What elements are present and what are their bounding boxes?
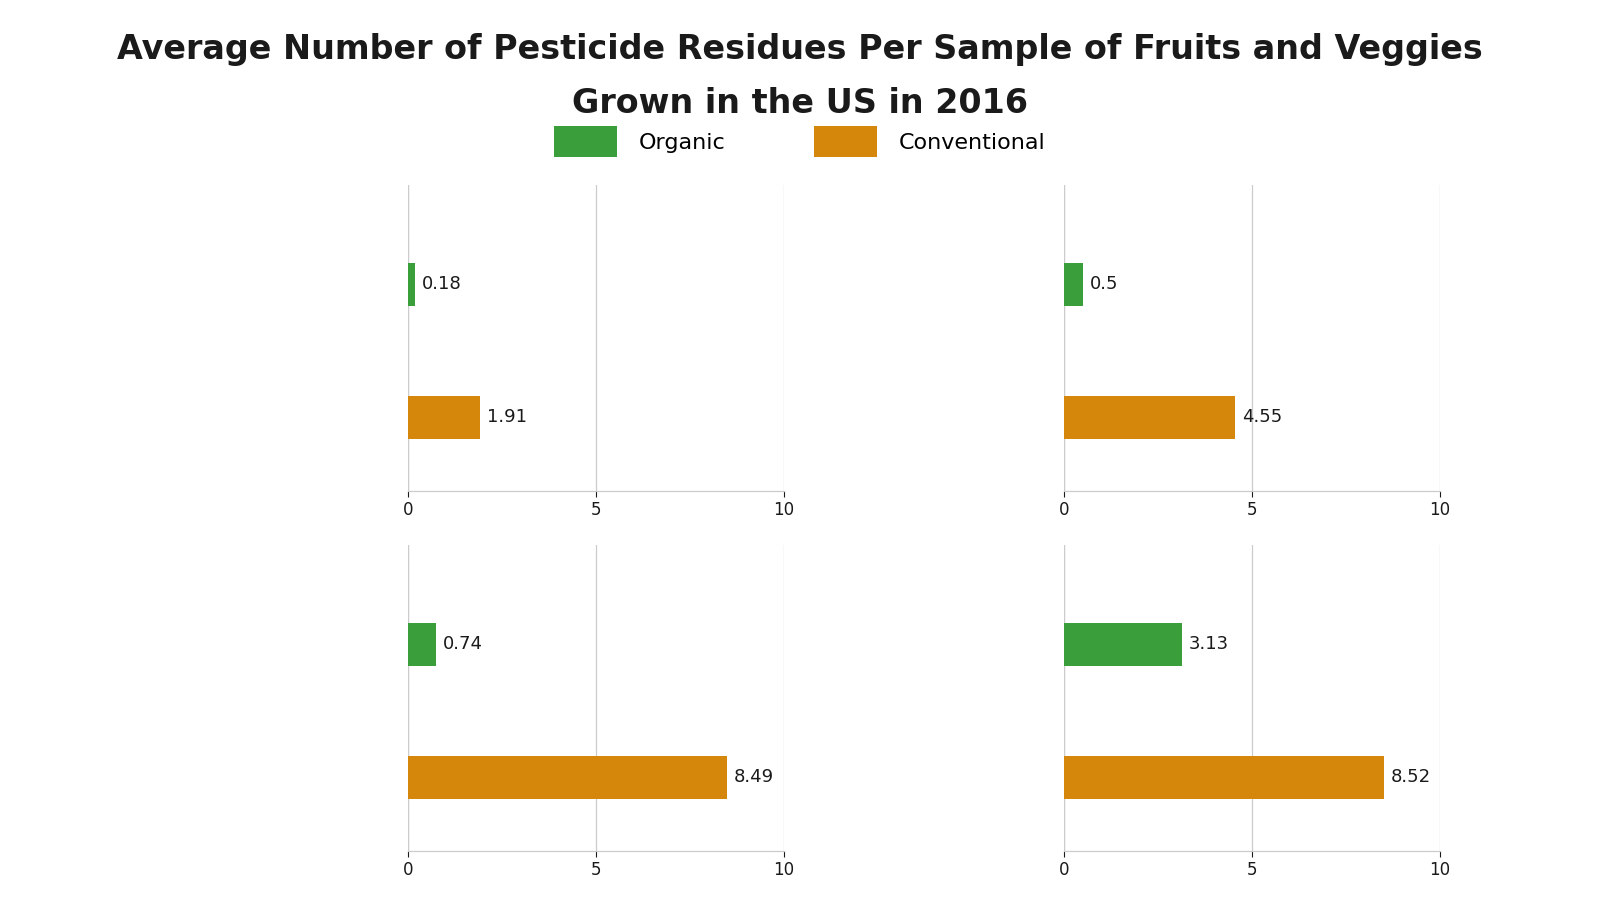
Text: 0.74: 0.74 xyxy=(443,635,483,653)
Text: Average Number of Pesticide Residues Per Sample of Fruits and Veggies: Average Number of Pesticide Residues Per… xyxy=(117,33,1483,66)
Text: 1.91: 1.91 xyxy=(486,409,526,427)
Bar xyxy=(1064,396,1235,438)
Text: 3.13: 3.13 xyxy=(1189,635,1229,653)
Text: 0.18: 0.18 xyxy=(421,275,461,293)
Text: 4.55: 4.55 xyxy=(1242,409,1282,427)
Text: 8.49: 8.49 xyxy=(734,769,774,787)
Text: Grown in the US in 2016: Grown in the US in 2016 xyxy=(573,87,1027,120)
Bar xyxy=(408,263,414,306)
Bar xyxy=(1064,756,1384,798)
Bar xyxy=(1064,263,1083,306)
Bar xyxy=(408,756,728,798)
Legend: Organic, Conventional: Organic, Conventional xyxy=(546,117,1054,166)
Bar xyxy=(1064,623,1182,666)
Bar xyxy=(408,623,435,666)
Text: 0.5: 0.5 xyxy=(1090,275,1118,293)
Text: 8.52: 8.52 xyxy=(1390,769,1432,787)
Bar xyxy=(408,396,480,438)
